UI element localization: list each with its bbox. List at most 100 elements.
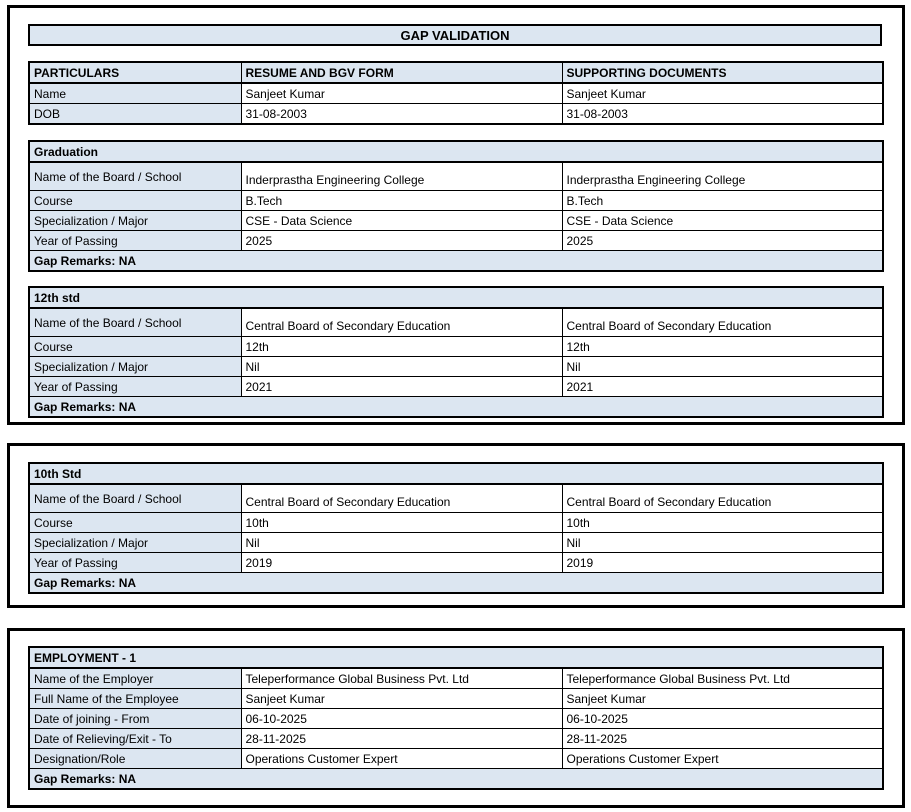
table-row-course: Course 12th 12th <box>28 336 884 357</box>
frame-employment: EMPLOYMENT - 1 Name of the Employer Tele… <box>7 628 905 808</box>
row-label-cell: Name of the Board / School <box>28 161 242 191</box>
table-row-board: Name of the Board / School Central Board… <box>28 483 884 513</box>
table-row-relieving-date: Date of Relieving/Exit - To 28-11-2025 2… <box>28 728 884 749</box>
supporting-value-cell: 12th <box>561 336 884 357</box>
frame-10th-std: 10th Std Name of the Board / School Cent… <box>7 443 905 608</box>
table-row-year: Year of Passing 2019 2019 <box>28 552 884 573</box>
row-label-cell: Year of Passing <box>28 552 242 573</box>
row-label-cell: Course <box>28 512 242 533</box>
row-label-cell: Name of the Board / School <box>28 307 242 337</box>
supporting-value-cell: 28-11-2025 <box>561 728 884 749</box>
table-row-course: Course 10th 10th <box>28 512 884 533</box>
section-heading-row: EMPLOYMENT - 1 <box>28 646 884 669</box>
table-row-course: Course B.Tech B.Tech <box>28 190 884 211</box>
table-row-specialization: Specialization / Major CSE - Data Scienc… <box>28 210 884 231</box>
resume-value-cell: 06-10-2025 <box>240 708 563 729</box>
supporting-value-cell: 31-08-2003 <box>561 103 884 125</box>
resume-value-cell: Nil <box>240 356 563 377</box>
table-row-designation: Designation/Role Operations Customer Exp… <box>28 748 884 769</box>
resume-value-cell: 31-08-2003 <box>240 103 563 125</box>
table-row-specialization: Specialization / Major Nil Nil <box>28 532 884 553</box>
section-table-12th-std: 12th std Name of the Board / School Cent… <box>28 286 884 418</box>
supporting-value-cell: Nil <box>561 356 884 377</box>
table-row-name: Name Sanjeet Kumar Sanjeet Kumar <box>28 82 884 104</box>
row-label-cell: Name of the Employer <box>28 667 242 689</box>
supporting-value-cell: Nil <box>561 532 884 553</box>
resume-value-cell: 2019 <box>240 552 563 573</box>
table-row-specialization: Specialization / Major Nil Nil <box>28 356 884 377</box>
table-row-year: Year of Passing 2025 2025 <box>28 230 884 251</box>
supporting-value-cell: 2019 <box>561 552 884 573</box>
row-label-cell: Name <box>28 82 242 104</box>
gap-remarks-row: Gap Remarks: NA <box>28 768 884 790</box>
gap-remarks: Gap Remarks: NA <box>28 572 884 594</box>
section-heading: EMPLOYMENT - 1 <box>28 646 884 669</box>
row-label-cell: Specialization / Major <box>28 532 242 553</box>
resume-value-cell: Teleperformance Global Business Pvt. Ltd <box>240 667 563 689</box>
supporting-value-cell: Central Board of Secondary Education <box>561 483 884 513</box>
row-label-cell: Name of the Board / School <box>28 483 242 513</box>
resume-value-cell: CSE - Data Science <box>240 210 563 231</box>
row-label-cell: Year of Passing <box>28 376 242 397</box>
table-row-dob: DOB 31-08-2003 31-08-2003 <box>28 103 884 125</box>
row-label-cell: Full Name of the Employee <box>28 688 242 709</box>
particulars-table: PARTICULARS RESUME AND BGV FORM SUPPORTI… <box>28 61 884 125</box>
resume-value-cell: Nil <box>240 532 563 553</box>
row-label-cell: Date of joining - From <box>28 708 242 729</box>
resume-value-cell: Central Board of Secondary Education <box>240 483 563 513</box>
table-row-board: Name of the Board / School Inderprastha … <box>28 161 884 191</box>
resume-value-cell: B.Tech <box>240 190 563 211</box>
document-title: GAP VALIDATION <box>400 27 510 43</box>
frame-education: GAP VALIDATION PARTICULARS RESUME AND BG… <box>7 5 905 425</box>
row-label-cell: Specialization / Major <box>28 356 242 377</box>
gap-remarks-row: Gap Remarks: NA <box>28 250 884 272</box>
section-heading: Graduation <box>28 140 884 163</box>
resume-value-cell: 10th <box>240 512 563 533</box>
row-label-cell: Year of Passing <box>28 230 242 251</box>
supporting-value-cell: 2021 <box>561 376 884 397</box>
section-table-graduation: Graduation Name of the Board / School In… <box>28 140 884 272</box>
column-header-particulars: PARTICULARS <box>28 61 242 84</box>
section-table-10th-std: 10th Std Name of the Board / School Cent… <box>28 462 885 594</box>
row-label-cell: Date of Relieving/Exit - To <box>28 728 242 749</box>
section-table-employment-1: EMPLOYMENT - 1 Name of the Employer Tele… <box>28 646 885 790</box>
supporting-value-cell: B.Tech <box>561 190 884 211</box>
gap-remarks-row: Gap Remarks: NA <box>28 396 884 418</box>
resume-value-cell: 12th <box>240 336 563 357</box>
column-header-supporting-docs: SUPPORTING DOCUMENTS <box>561 61 884 84</box>
resume-value-cell: Operations Customer Expert <box>240 748 563 769</box>
table-row-year: Year of Passing 2021 2021 <box>28 376 884 397</box>
supporting-value-cell: Operations Customer Expert <box>561 748 884 769</box>
table-row-joining-date: Date of joining - From 06-10-2025 06-10-… <box>28 708 884 729</box>
supporting-value-cell: Central Board of Secondary Education <box>561 307 884 337</box>
particulars-header-row: PARTICULARS RESUME AND BGV FORM SUPPORTI… <box>28 61 884 84</box>
section-heading: 10th Std <box>28 462 884 485</box>
table-row-employee-name: Full Name of the Employee Sanjeet Kumar … <box>28 688 884 709</box>
row-label-cell: DOB <box>28 103 242 125</box>
row-label-cell: Designation/Role <box>28 748 242 769</box>
resume-value-cell: 2025 <box>240 230 563 251</box>
table-row-employer: Name of the Employer Teleperformance Glo… <box>28 667 884 689</box>
supporting-value-cell: 2025 <box>561 230 884 251</box>
supporting-value-cell: 10th <box>561 512 884 533</box>
supporting-value-cell: Inderprastha Engineering College <box>561 161 884 191</box>
supporting-value-cell: 06-10-2025 <box>561 708 884 729</box>
gap-remarks: Gap Remarks: NA <box>28 250 884 272</box>
section-heading-row: 12th std <box>28 286 884 309</box>
section-heading-row: Graduation <box>28 140 884 163</box>
resume-value-cell: 2021 <box>240 376 563 397</box>
row-label-cell: Course <box>28 190 242 211</box>
section-heading-row: 10th Std <box>28 462 884 485</box>
resume-value-cell: Central Board of Secondary Education <box>240 307 563 337</box>
row-label-cell: Specialization / Major <box>28 210 242 231</box>
gap-remarks-row: Gap Remarks: NA <box>28 572 884 594</box>
resume-value-cell: Sanjeet Kumar <box>240 688 563 709</box>
supporting-value-cell: Sanjeet Kumar <box>561 688 884 709</box>
section-heading: 12th std <box>28 286 884 309</box>
document-title-bar: GAP VALIDATION <box>28 24 882 46</box>
supporting-value-cell: CSE - Data Science <box>561 210 884 231</box>
column-header-resume-bgv: RESUME AND BGV FORM <box>240 61 563 84</box>
resume-value-cell: Inderprastha Engineering College <box>240 161 563 191</box>
gap-remarks: Gap Remarks: NA <box>28 768 884 790</box>
